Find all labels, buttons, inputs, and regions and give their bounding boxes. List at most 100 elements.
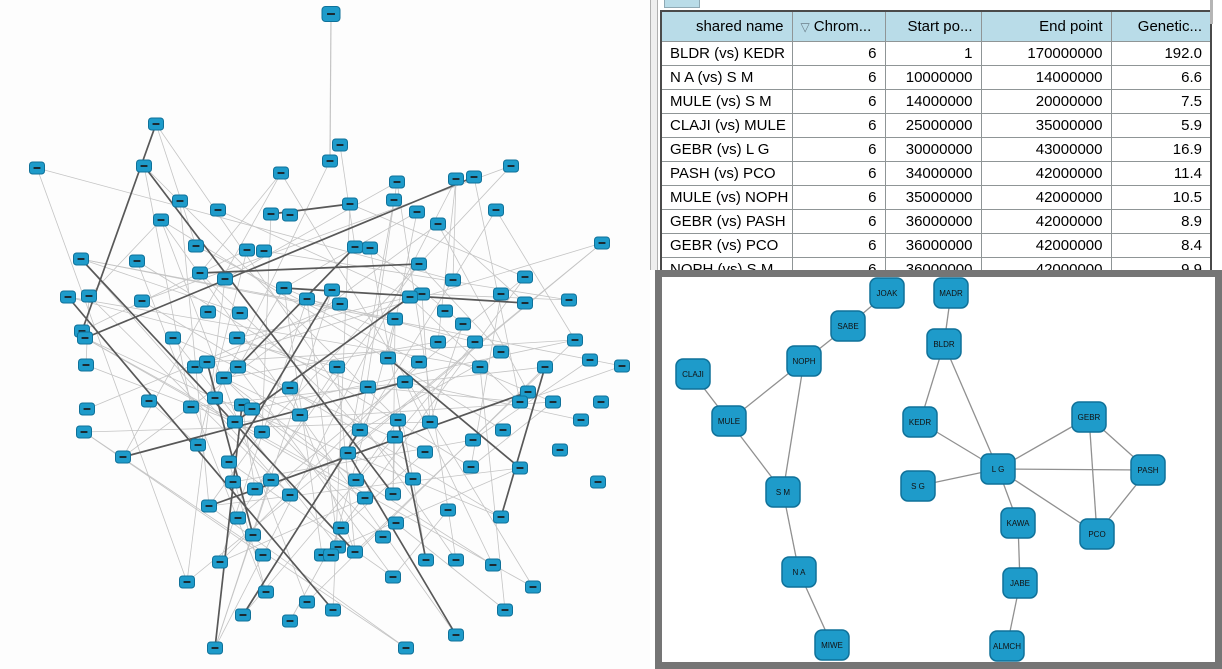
table-cell: N A (vs) S M <box>660 65 793 90</box>
node-label-smudge <box>229 481 237 483</box>
table-row[interactable]: GEBR (vs) PCO 6 36000000 42000000 8.4 <box>660 233 1212 258</box>
node-label-smudge <box>211 397 219 399</box>
table-cell: 6 <box>791 41 886 66</box>
node-label-smudge <box>176 200 184 202</box>
network-node-BLDR[interactable] <box>926 328 962 360</box>
node-label-smudge <box>249 534 257 536</box>
network-node-S G[interactable] <box>900 470 936 502</box>
network-edge <box>214 178 457 649</box>
network-node-KEDR[interactable] <box>902 406 938 438</box>
table-row[interactable]: GEBR (vs) PASH 6 36000000 42000000 8.9 <box>660 209 1212 234</box>
node-label-smudge <box>183 581 191 583</box>
table-cell: 8.9 <box>1110 209 1212 234</box>
network-edge <box>217 209 411 298</box>
node-label-smudge <box>346 203 354 205</box>
node-label-smudge <box>413 211 421 213</box>
network-node-NOPH[interactable] <box>786 345 822 377</box>
table-cell: MULE (vs) NOPH <box>660 185 793 210</box>
node-label-smudge <box>327 554 335 556</box>
node-label: MIWE <box>821 641 843 650</box>
column-header-start-point[interactable]: Start po... <box>884 10 982 42</box>
node-label-smudge <box>234 517 242 519</box>
network-node-CLAJI[interactable] <box>675 358 711 390</box>
node-label-smudge <box>234 366 242 368</box>
node-label-smudge <box>521 302 529 304</box>
network-edge[interactable] <box>943 343 999 470</box>
network-edge <box>263 250 570 301</box>
network-edge <box>143 165 192 408</box>
network-edge <box>179 200 210 507</box>
network-canvas-small[interactable]: JOAK MADR SABE BLDR NOPH CLAJI MULE KEDR GEBR L G… <box>662 277 1215 662</box>
network-edge <box>339 144 356 248</box>
node-label-smudge <box>459 323 467 325</box>
table-row[interactable]: N A (vs) S M 6 10000000 14000000 6.6 <box>660 65 1212 90</box>
node-label: L G <box>992 465 1005 474</box>
node-label-smudge <box>243 249 251 251</box>
table-cell: 35000000 <box>884 185 982 210</box>
network-edge <box>355 419 399 481</box>
column-header-genetic[interactable]: Genetic... <box>1110 10 1212 42</box>
node-label-smudge <box>597 401 605 403</box>
scrollbar-right-fragment[interactable] <box>1210 0 1213 24</box>
column-header-chromosome[interactable]: ▽ Chrom... <box>791 10 886 42</box>
node-label: MULE <box>718 417 740 426</box>
network-node-JABE[interactable] <box>1002 567 1038 599</box>
table-row[interactable]: CLAJI (vs) MULE 6 25000000 35000000 5.9 <box>660 113 1212 138</box>
node-label-smudge <box>394 419 402 421</box>
table-row[interactable]: GEBR (vs) L G 6 30000000 43000000 16.9 <box>660 137 1212 162</box>
scrollbar-top-fragment[interactable] <box>664 0 700 8</box>
network-node-PCO[interactable] <box>1079 518 1115 550</box>
node-label: SABE <box>837 322 858 331</box>
edge-table-panel: shared name ▽ Chrom... Start po... End point… <box>658 0 1222 283</box>
network-node-JOAK[interactable] <box>869 277 905 309</box>
network-node-MULE[interactable] <box>711 405 747 437</box>
node-label-smudge <box>157 219 165 221</box>
network-node-PASH[interactable] <box>1130 454 1166 486</box>
network-edge <box>237 246 356 368</box>
network-edge[interactable] <box>997 468 1149 471</box>
network-node-S M[interactable] <box>765 476 801 508</box>
node-label-smudge <box>364 386 372 388</box>
network-node-MIWE[interactable] <box>814 629 850 661</box>
panel-divider[interactable] <box>650 0 658 270</box>
network-node-KAWA[interactable] <box>1000 507 1036 539</box>
node-label-smudge <box>251 488 259 490</box>
node-label-smudge <box>233 337 241 339</box>
table-cell: 16.9 <box>1110 137 1212 162</box>
node-label-smudge <box>334 546 342 548</box>
table-row[interactable]: BLDR (vs) KEDR 6 1 170000000 192.0 <box>660 41 1212 66</box>
column-header-shared-name[interactable]: shared name <box>660 10 793 42</box>
network-canvas-large[interactable] <box>0 0 650 669</box>
node-label-smudge <box>286 494 294 496</box>
node-label-smudge <box>497 351 505 353</box>
network-edge <box>143 165 399 421</box>
table-row[interactable]: MULE (vs) NOPH 6 35000000 42000000 10.5 <box>660 185 1212 210</box>
node-label-smudge <box>33 167 41 169</box>
network-edge <box>228 461 394 578</box>
network-node-N A[interactable] <box>781 556 817 588</box>
network-edge <box>148 400 199 446</box>
table-cell: 6 <box>791 161 886 186</box>
network-node-ALMCH[interactable] <box>989 630 1025 662</box>
node-label-smudge <box>401 381 409 383</box>
network-edge[interactable] <box>1088 416 1098 535</box>
node-label-smudge <box>444 509 452 511</box>
node-label-smudge <box>577 419 585 421</box>
column-header-end-point[interactable]: End point <box>980 10 1112 42</box>
node-label-smudge <box>471 341 479 343</box>
node-label-smudge <box>391 436 399 438</box>
network-edge[interactable] <box>782 360 805 493</box>
node-label-smudge <box>296 414 304 416</box>
network-edge <box>219 497 366 563</box>
network-node-L G[interactable] <box>980 453 1016 485</box>
network-node-GEBR[interactable] <box>1071 401 1107 433</box>
table-row[interactable]: MULE (vs) S M 6 14000000 20000000 7.5 <box>660 89 1212 114</box>
table-cell: GEBR (vs) L G <box>660 137 793 162</box>
network-node-MADR[interactable] <box>933 277 969 309</box>
network-edge <box>359 209 497 431</box>
table-row[interactable]: PASH (vs) PCO 6 34000000 42000000 11.4 <box>660 161 1212 186</box>
network-node-SABE[interactable] <box>830 310 866 342</box>
node-label-smudge <box>277 172 285 174</box>
node-label: GEBR <box>1078 413 1101 422</box>
node-label: MADR <box>939 289 963 298</box>
